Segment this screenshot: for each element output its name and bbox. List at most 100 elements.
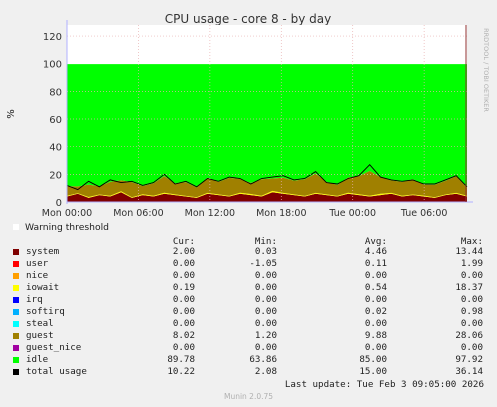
legend-cur-value: 10.22 (167, 366, 195, 377)
y-tick-label: 20 (49, 170, 62, 181)
legend-min-value: 0.00 (254, 294, 277, 305)
legend-row-total-usage: total usage 10.22 2.08 15.00 36.14 (0, 366, 497, 378)
legend-header-cur: Cur: (172, 236, 195, 247)
legend-max-value: 0.00 (460, 270, 483, 281)
legend-series-name: guest (26, 330, 54, 341)
legend-series-name: nice (26, 270, 49, 281)
legend-header-avg: Avg: (364, 236, 387, 247)
legend-min-value: 0.00 (254, 318, 277, 329)
legend-cur-value: 0.00 (172, 342, 195, 353)
legend-max-value: 36.14 (455, 366, 483, 377)
warning-threshold-label: Warning threshold (25, 222, 109, 233)
area-guest (67, 170, 467, 198)
legend-max-value: 0.00 (460, 318, 483, 329)
legend-swatch (13, 309, 19, 315)
y-axis-label: % (6, 109, 17, 119)
legend-row-user: user 0.00 -1.05 0.11 1.99 (0, 258, 497, 270)
legend-swatch (13, 249, 19, 255)
legend-avg-value: 0.00 (364, 294, 387, 305)
legend-row-system: system 2.00 0.03 4.46 13.44 (0, 246, 497, 258)
legend-series-name: idle (26, 354, 49, 365)
legend-row-softirq: softirq 0.00 0.00 0.02 0.98 (0, 306, 497, 318)
legend-swatch (13, 369, 19, 375)
x-tick-label: Mon 12:00 (185, 208, 235, 219)
legend-row-irq: irq 0.00 0.00 0.00 0.00 (0, 294, 497, 306)
legend-max-value: 18.37 (455, 282, 483, 293)
legend-swatch (13, 285, 19, 291)
legend-avg-value: 0.11 (364, 258, 387, 269)
legend-cur-value: 0.00 (172, 306, 195, 317)
legend-min-value: 0.03 (254, 246, 277, 257)
area-idle (67, 63, 467, 188)
legend-row-iowait: iowait 0.19 0.00 0.54 18.37 (0, 282, 497, 294)
rrdtool-watermark: RRDTOOL / TOBI OETIKER (482, 28, 490, 112)
legend-max-value: 0.00 (460, 294, 483, 305)
legend-swatch (13, 357, 19, 363)
legend-avg-value: 4.46 (364, 246, 387, 257)
x-tick-label: Tue 00:00 (328, 208, 376, 219)
line-total-usage (66, 164, 468, 191)
legend-series-name: total usage (26, 366, 87, 377)
legend-cur-value: 0.00 (172, 258, 195, 269)
legend-max-value: 0.00 (460, 342, 483, 353)
y-tick-label: 120 (43, 32, 62, 43)
legend-min-value: 0.00 (254, 282, 277, 293)
legend-cur-value: 89.78 (167, 354, 195, 365)
y-tick-label: 0 (56, 198, 62, 209)
y-tick-label: 60 (49, 115, 62, 126)
legend-cur-value: 8.02 (172, 330, 195, 341)
x-tick-label: Mon 00:00 (42, 208, 92, 219)
legend-cur-value: 2.00 (172, 246, 195, 257)
legend-min-value: 0.00 (254, 342, 277, 353)
legend-row-steal: steal 0.00 0.00 0.00 0.00 (0, 318, 497, 330)
x-tick-label: Mon 06:00 (113, 208, 163, 219)
legend-series-name: guest_nice (26, 342, 82, 353)
legend-row-guest_nice: guest_nice 0.00 0.00 0.00 0.00 (0, 342, 497, 354)
legend-swatch (13, 261, 19, 267)
legend-avg-value: 0.00 (364, 318, 387, 329)
legend-cur-value: 0.00 (172, 270, 195, 281)
legend-header-min: Min: (254, 236, 277, 247)
legend-cur-value: 0.00 (172, 318, 195, 329)
legend-max-value: 1.99 (460, 258, 483, 269)
legend-avg-value: 0.02 (364, 306, 387, 317)
x-tick-label: Mon 18:00 (256, 208, 306, 219)
legend-min-value: 2.08 (254, 366, 277, 377)
legend-series-name: softirq (26, 306, 65, 317)
area-iowait (67, 190, 467, 198)
legend-series-name: steal (26, 318, 54, 329)
chart-title: CPU usage - core 8 - by day (165, 12, 331, 26)
legend-series-name: user (26, 258, 49, 269)
legend-max-value: 0.98 (460, 306, 483, 317)
legend-swatch (13, 273, 19, 279)
legend-min-value: 0.00 (254, 270, 277, 281)
legend-row-idle: idle 89.78 63.86 85.00 97.92 (0, 354, 497, 366)
legend-series-name: irq (26, 294, 43, 305)
legend-series-name: system (26, 246, 60, 257)
legend-avg-value: 9.88 (364, 330, 387, 341)
legend-max-value: 13.44 (455, 246, 483, 257)
legend-series-name: iowait (26, 282, 60, 293)
legend-avg-value: 0.00 (364, 342, 387, 353)
legend-cur-value: 0.00 (172, 294, 195, 305)
legend-swatch (13, 345, 19, 351)
legend-min-value: 0.00 (254, 306, 277, 317)
area-system (67, 192, 467, 202)
warning-threshold-legend: Warning threshold (13, 222, 109, 233)
legend-min-value: 63.86 (249, 354, 277, 365)
warning-threshold-swatch (13, 224, 19, 230)
legend-swatch (13, 333, 19, 339)
y-tick-label: 40 (49, 143, 62, 154)
legend-row-guest: guest 8.02 1.20 9.88 28.06 (0, 330, 497, 342)
legend-avg-value: 0.54 (364, 282, 387, 293)
legend-max-value: 28.06 (455, 330, 483, 341)
legend-min-value: -1.05 (249, 258, 277, 269)
legend-swatch (13, 321, 19, 327)
legend-avg-value: 15.00 (359, 366, 387, 377)
legend-header-max: Max: (460, 236, 483, 247)
legend-swatch (13, 297, 19, 303)
last-update: Last update: Tue Feb 3 09:05:00 2026 (284, 379, 484, 390)
legend-avg-value: 85.00 (359, 354, 387, 365)
munin-version-footer: Munin 2.0.75 (223, 392, 274, 401)
legend-avg-value: 0.00 (364, 270, 387, 281)
